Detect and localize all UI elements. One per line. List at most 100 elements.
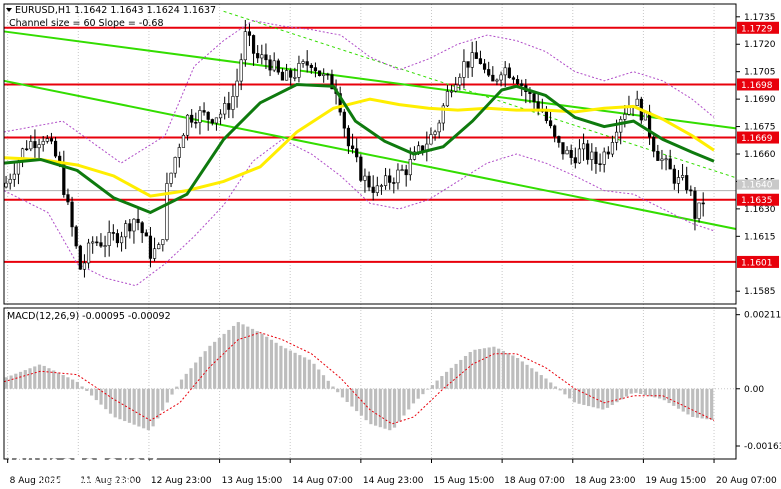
candle-body: [309, 64, 313, 68]
macd-panel: [3, 322, 736, 431]
macd-histogram-bar: [170, 388, 174, 395]
candle-body: [4, 182, 8, 188]
candle-body: [581, 143, 586, 150]
macd-histogram-bar: [298, 355, 302, 389]
level-label-box: [737, 21, 779, 34]
macd-histogram-bar: [430, 385, 434, 389]
macd-histogram-bar: [515, 358, 520, 389]
candle-body: [161, 239, 165, 245]
candle-body: [181, 134, 186, 148]
macd-histogram-bar: [487, 347, 491, 389]
macd-histogram-bar: [520, 361, 524, 389]
menu-triangle-icon[interactable]: [6, 8, 12, 12]
y-tick-label: 1.1720: [744, 40, 776, 50]
candle-body: [553, 125, 557, 137]
macd-histogram-bar: [624, 388, 629, 397]
macd-histogram-bar: [497, 348, 501, 389]
candle-body: [103, 245, 107, 247]
candle-body: [82, 262, 87, 270]
candle-body: [614, 131, 619, 143]
candle-body: [239, 59, 243, 82]
macd-tick-label: 0.00211: [744, 311, 781, 321]
candle-body: [400, 169, 404, 171]
macd-histogram-bar: [544, 378, 548, 389]
macd-histogram-bar: [345, 388, 349, 402]
level-label-box: [737, 78, 779, 91]
macd-histogram-bar: [676, 388, 681, 409]
macd-histogram-bar: [146, 388, 150, 431]
macd-histogram-bar: [577, 388, 581, 404]
x-tick-label: 8 Aug 2025: [10, 476, 62, 486]
candle-body: [590, 151, 594, 160]
macd-histogram-bar: [681, 388, 685, 412]
macd-histogram-bar: [108, 388, 113, 414]
candle-body: [532, 93, 536, 103]
candle-body: [689, 189, 693, 192]
macd-histogram-bar: [66, 377, 70, 389]
macd-histogram-bar: [279, 345, 283, 389]
macd-histogram-bar: [482, 348, 487, 389]
macd-histogram-bar: [563, 388, 567, 395]
macd-histogram-bar: [9, 375, 13, 389]
macd-histogram-bar: [539, 375, 543, 389]
macd-histogram-bar: [127, 388, 132, 423]
macd-histogram-bar: [553, 386, 558, 389]
candle-body: [350, 145, 355, 149]
candle-body: [371, 186, 375, 193]
macd-histogram-bar: [373, 388, 378, 426]
macd-histogram-bar: [444, 371, 449, 389]
candle-body: [520, 83, 524, 86]
macd-histogram-bar: [302, 357, 307, 389]
macd-histogram-bar: [605, 388, 610, 408]
candle-body: [586, 143, 590, 160]
macd-histogram-bar: [307, 359, 311, 389]
candle-body: [313, 67, 318, 72]
macd-histogram-bar: [610, 388, 614, 406]
candle-body: [503, 67, 507, 76]
macd-histogram-bar: [558, 388, 562, 391]
macd-histogram-bar: [198, 356, 203, 389]
candle-body: [70, 201, 74, 228]
candle-body: [474, 52, 478, 59]
x-tick-label: 18 Aug 23:00: [575, 476, 636, 486]
candle-body: [91, 241, 95, 244]
candle-body: [29, 141, 33, 150]
candle-body: [276, 60, 280, 73]
macd-histogram-bar: [246, 326, 250, 389]
macd-histogram-bar: [634, 388, 638, 393]
macd-histogram-bar: [530, 368, 534, 389]
candle-body: [619, 118, 623, 133]
candle-body: [672, 168, 676, 184]
macd-histogram-bar: [23, 370, 27, 389]
macd-histogram-bar: [326, 380, 330, 389]
macd-plot-frame: [3, 307, 737, 460]
y-tick-label: 1.1735: [744, 13, 776, 23]
macd-histogram-bar: [411, 388, 416, 404]
x-tick-label: 11 Aug 23:00: [80, 476, 141, 486]
macd-histogram-bar: [312, 363, 316, 389]
macd-histogram-bar: [388, 388, 392, 431]
candle-body: [573, 157, 577, 164]
x-tick-label: 19 Aug 15:00: [645, 476, 706, 486]
macd-histogram-bar: [615, 388, 619, 403]
candle-body: [454, 84, 458, 92]
candle-body: [119, 236, 124, 244]
macd-histogram-bar: [440, 376, 444, 389]
candle-body: [322, 73, 326, 76]
candle-body: [697, 202, 701, 219]
macd-histogram-bar: [426, 388, 430, 390]
candle-body: [86, 242, 91, 264]
x-tick-label: 18 Aug 07:00: [504, 476, 565, 486]
macd-histogram-bar: [18, 371, 23, 389]
candle-body: [635, 98, 639, 107]
macd-histogram-bar: [52, 370, 56, 389]
candle-body: [272, 60, 276, 71]
candle-body: [482, 63, 487, 70]
candle-body: [45, 138, 49, 142]
candle-body: [227, 103, 231, 110]
candle-body: [128, 223, 132, 232]
candle-body: [243, 31, 247, 61]
candle-body: [437, 122, 441, 133]
macd-histogram-bar: [33, 366, 37, 389]
brand-tagline: Instant Forex Trading: [40, 476, 135, 487]
